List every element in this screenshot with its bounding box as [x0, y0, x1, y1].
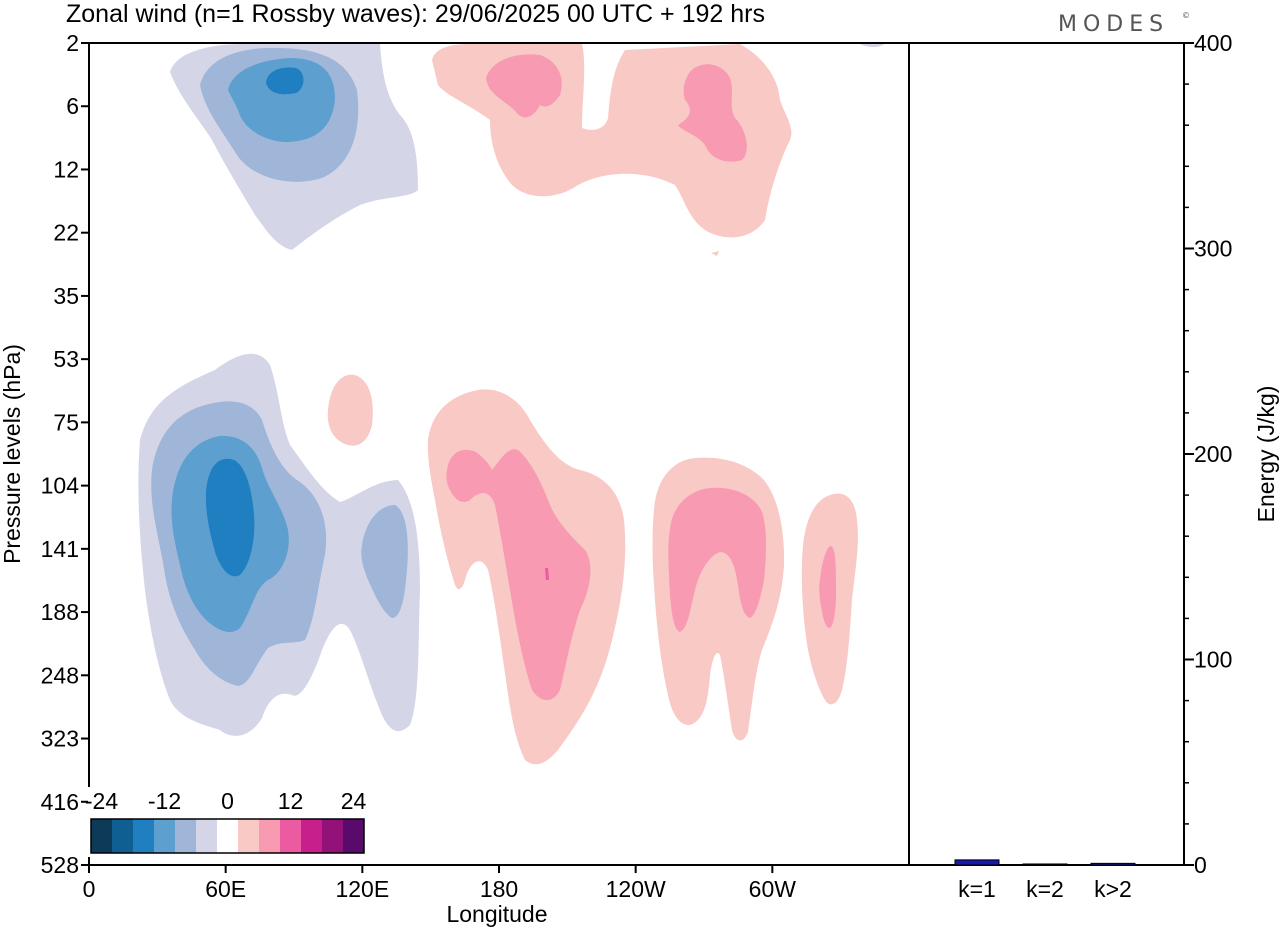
y-tick-label: 6 [66, 93, 79, 119]
contour-pos-east-inner [668, 487, 766, 632]
x-tick-label: 0 [83, 876, 96, 902]
contour-pos-upper-b [678, 64, 747, 162]
y-tick-label: 188 [41, 599, 79, 625]
colorbar-swatch [217, 819, 238, 853]
colorbar-frame [90, 818, 365, 854]
colorbar-swatch [343, 819, 364, 853]
colorbar-swatch [196, 819, 217, 853]
colorbar-tick-label: -12 [148, 788, 181, 814]
x-tick-label: 120W [606, 876, 666, 902]
colorbar-swatch [238, 819, 259, 853]
contour-neg-upper-core [266, 67, 304, 95]
x-tick-label: 180 [480, 876, 518, 902]
colorbar-swatch [91, 819, 112, 853]
energy-panel-frame [908, 42, 1185, 866]
energy-bars: k=1 k=2 k>2 [954, 859, 1136, 902]
colorbar-swatch [259, 819, 280, 853]
y-tick-label: 75 [53, 409, 79, 435]
energy-axis-title: Energy (J/kg) [1253, 386, 1279, 523]
y-tick-label: 416 [41, 789, 79, 815]
energy-tick-label: 0 [1194, 852, 1207, 878]
colorbar-swatch [133, 819, 154, 853]
x-tick-label: 60E [205, 876, 246, 902]
colorbar-swatch [322, 819, 343, 853]
energy-tick-label: 100 [1194, 647, 1232, 673]
y-tick-label: 35 [53, 283, 79, 309]
energy-bar [954, 859, 1000, 866]
contour-pos-pacific-inner [446, 449, 591, 701]
colorbar-tick-label: -24 [85, 788, 118, 814]
y-axis-title: Pressure levels (hPa) [0, 344, 25, 564]
contour-pos-upper-a [486, 54, 562, 118]
contour-pos-upper-speck [711, 251, 719, 256]
contour-neg-upper-inner [228, 58, 335, 142]
contour-field [138, 44, 884, 765]
colorbar-swatch [154, 819, 175, 853]
y-tick-label: 323 [41, 726, 79, 752]
colorbar-legend: -24 -12 0 12 24 [85, 787, 367, 857]
contour-neg-top-sliver [860, 44, 884, 47]
contour-pos-pacific-speck [545, 568, 549, 580]
contour-neg-lower-mid-2 [361, 505, 408, 618]
energy-tick-label: 400 [1194, 30, 1232, 56]
chart-title: Zonal wind (n=1 Rossby waves): 29/06/202… [66, 0, 765, 28]
y-tick-label: 12 [53, 156, 79, 182]
energy-category-label: k=2 [1026, 876, 1064, 902]
colorbar-swatch [175, 819, 196, 853]
colorbar-swatch [112, 819, 133, 853]
colorbar-swatch [301, 819, 322, 853]
colorbar-tick-label: 12 [278, 788, 304, 814]
energy-tick-label: 300 [1194, 236, 1232, 262]
x-axis-longitude: 0 60E 120E 180 120W 60W [83, 865, 797, 902]
energy-bar [1090, 862, 1136, 866]
y-axis-pressure: 2 6 12 22 35 53 75 104 141 188 248 323 416 528 [41, 30, 89, 878]
colorbar-swatch [280, 819, 301, 853]
y-tick-label: 2 [66, 30, 79, 56]
energy-bar [1022, 863, 1068, 866]
brand-mark: © [1182, 11, 1190, 20]
y-tick-label: 528 [41, 852, 79, 878]
brand-logo: MODES [1058, 12, 1169, 37]
y-tick-label: 248 [41, 662, 79, 688]
contour-pos-small-blob [327, 374, 373, 446]
y-tick-label: 141 [41, 536, 79, 562]
contour-pos-far-east-inner [819, 546, 836, 628]
y-tick-label: 22 [53, 220, 79, 246]
energy-tick-label: 200 [1194, 441, 1232, 467]
energy-category-label: k=1 [958, 876, 996, 902]
x-axis-title: Longitude [446, 901, 547, 927]
y-tick-label: 53 [53, 346, 79, 372]
contour-neg-lower-core [205, 458, 255, 577]
colorbar-tick-label: 24 [341, 788, 367, 814]
energy-category-label: k>2 [1094, 876, 1132, 902]
colorbar-tick-label: 0 [221, 788, 234, 814]
x-tick-label: 120E [335, 876, 389, 902]
y-tick-label: 104 [41, 473, 80, 499]
energy-axis: 0 100 200 300 400 [1184, 30, 1232, 878]
x-tick-label: 60W [749, 876, 797, 902]
